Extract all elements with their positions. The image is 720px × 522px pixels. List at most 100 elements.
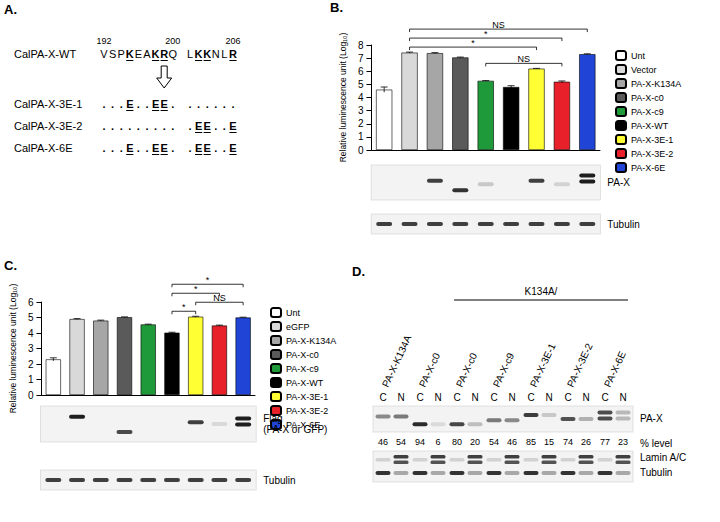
svg-text:E: E xyxy=(204,142,211,154)
svg-text:N: N xyxy=(508,392,515,403)
svg-text:L: L xyxy=(221,48,227,60)
svg-text:E: E xyxy=(161,98,168,110)
svg-text:.: . xyxy=(145,120,148,132)
svg-text:E: E xyxy=(195,142,202,154)
svg-text:K: K xyxy=(203,48,211,60)
svg-text:2: 2 xyxy=(358,118,364,129)
svg-text:3: 3 xyxy=(28,343,34,354)
svg-text:85: 85 xyxy=(526,437,536,447)
svg-text:6: 6 xyxy=(435,437,440,447)
svg-text:eGFP: eGFP xyxy=(286,322,310,332)
svg-text:PA-X-3E-2: PA-X-3E-2 xyxy=(286,406,328,416)
svg-text:.: . xyxy=(197,98,200,110)
svg-text:K134A/: K134A/ xyxy=(525,286,558,297)
svg-text:PA-X: PA-X xyxy=(640,413,663,424)
svg-text:5: 5 xyxy=(28,312,34,323)
svg-text:54: 54 xyxy=(489,437,499,447)
svg-text:PA-X-c0: PA-X-c0 xyxy=(631,93,664,103)
svg-text:.: . xyxy=(102,98,105,110)
svg-text:PA-X-c9: PA-X-c9 xyxy=(631,107,664,117)
svg-text:A: A xyxy=(143,48,151,60)
svg-text:A.: A. xyxy=(4,2,17,17)
svg-text:94: 94 xyxy=(415,437,425,447)
svg-text:Tubulin: Tubulin xyxy=(263,475,295,486)
svg-text:PA-X-c9: PA-X-c9 xyxy=(491,351,517,389)
svg-text:P: P xyxy=(118,48,125,60)
svg-text:74: 74 xyxy=(563,437,573,447)
svg-text:4: 4 xyxy=(358,92,364,103)
svg-text:Relative luminescence unit (Lo: Relative luminescence unit (Log₁₀) xyxy=(338,32,348,162)
svg-text:K: K xyxy=(152,48,160,60)
svg-text:E: E xyxy=(135,48,142,60)
svg-text:PA-X-6E: PA-X-6E xyxy=(286,420,320,430)
svg-text:E: E xyxy=(152,142,159,154)
svg-text:.: . xyxy=(154,120,157,132)
svg-text:1: 1 xyxy=(358,131,364,142)
svg-text:N: N xyxy=(619,392,626,403)
svg-text:.: . xyxy=(145,98,148,110)
svg-text:.: . xyxy=(145,142,148,154)
svg-text:0: 0 xyxy=(358,145,364,156)
svg-text:PA-X-K134A: PA-X-K134A xyxy=(631,79,681,89)
svg-text:Unt: Unt xyxy=(631,51,646,61)
svg-text:R: R xyxy=(229,48,237,60)
svg-text:46: 46 xyxy=(378,437,388,447)
svg-text:PA-X-c0: PA-X-c0 xyxy=(417,351,443,389)
svg-text:.: . xyxy=(214,98,217,110)
svg-text:PA-X-6E: PA-X-6E xyxy=(602,349,628,389)
svg-text:C: C xyxy=(453,392,460,403)
svg-text:*: * xyxy=(206,275,210,285)
svg-text:.: . xyxy=(188,142,191,154)
svg-text:Q: Q xyxy=(169,48,178,60)
svg-text:V: V xyxy=(100,48,108,60)
svg-text:E: E xyxy=(229,142,236,154)
svg-text:80: 80 xyxy=(452,437,462,447)
svg-text:6: 6 xyxy=(358,66,364,77)
svg-text:.: . xyxy=(223,142,226,154)
svg-text:200: 200 xyxy=(165,36,180,46)
svg-text:PA-X-WT: PA-X-WT xyxy=(286,378,324,388)
svg-text:L: L xyxy=(187,48,193,60)
svg-text:8: 8 xyxy=(358,40,364,51)
svg-text:PA-X-3E-1: PA-X-3E-1 xyxy=(286,392,328,402)
svg-text:Lamin A/C: Lamin A/C xyxy=(640,452,686,463)
svg-text:CalPA-X-3E-2: CalPA-X-3E-2 xyxy=(14,120,82,132)
svg-text:C: C xyxy=(601,392,608,403)
svg-text:23: 23 xyxy=(618,437,628,447)
svg-text:CalPA-X-WT: CalPA-X-WT xyxy=(14,48,76,60)
svg-text:.: . xyxy=(120,142,123,154)
svg-text:E: E xyxy=(204,120,211,132)
svg-text:.: . xyxy=(120,120,123,132)
svg-text:E: E xyxy=(229,120,236,132)
svg-text:.: . xyxy=(111,120,114,132)
svg-text:20: 20 xyxy=(470,437,480,447)
svg-text:.: . xyxy=(137,98,140,110)
svg-text:.: . xyxy=(171,98,174,110)
svg-text:.: . xyxy=(171,120,174,132)
svg-text:PA-X-3E-1: PA-X-3E-1 xyxy=(528,341,558,389)
svg-text:E: E xyxy=(126,98,133,110)
svg-text:4: 4 xyxy=(28,328,34,339)
svg-text:Relative luminescence unit (Lo: Relative luminescence unit (Log₁₀) xyxy=(8,283,18,413)
svg-text:C: C xyxy=(379,392,386,403)
svg-text:.: . xyxy=(188,98,191,110)
svg-text:192: 192 xyxy=(96,36,111,46)
svg-text:.: . xyxy=(137,142,140,154)
svg-text:K: K xyxy=(195,48,203,60)
svg-text:.: . xyxy=(163,120,166,132)
svg-text:C.: C. xyxy=(4,258,17,273)
svg-text:K: K xyxy=(126,48,134,60)
svg-text:46: 46 xyxy=(507,437,517,447)
svg-text:PA-X-c0: PA-X-c0 xyxy=(454,351,480,389)
svg-text:S: S xyxy=(109,48,116,60)
svg-text:.: . xyxy=(102,120,105,132)
svg-text:N: N xyxy=(212,48,220,60)
svg-text:.: . xyxy=(111,98,114,110)
svg-text:PA-X-3E-1: PA-X-3E-1 xyxy=(631,135,673,145)
svg-text:.: . xyxy=(102,142,105,154)
svg-text:B.: B. xyxy=(330,0,343,15)
svg-text:77: 77 xyxy=(600,437,610,447)
svg-text:E: E xyxy=(152,98,159,110)
svg-text:7: 7 xyxy=(358,53,364,64)
svg-text:Unt: Unt xyxy=(286,308,301,318)
